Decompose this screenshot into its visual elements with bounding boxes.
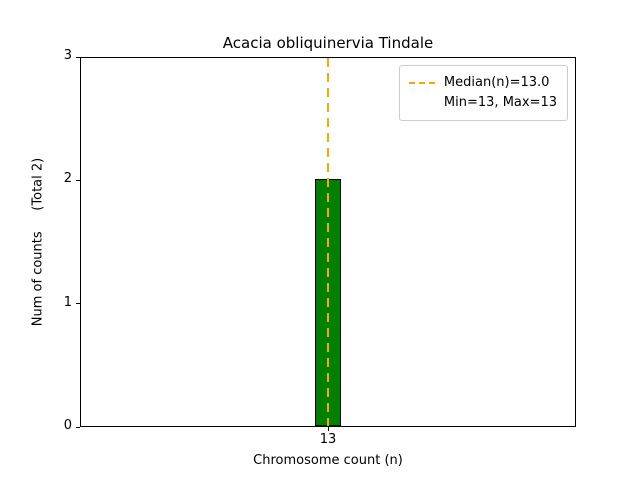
y-tick-mark xyxy=(76,426,80,428)
y-tick-label: 2 xyxy=(63,171,72,187)
y-tick-label: 3 xyxy=(63,48,72,63)
median-dashed-line-icon xyxy=(408,82,435,85)
chart-title: Acacia obliquinervia Tindale xyxy=(222,34,434,52)
legend-row-median: Median(n)=13.0 xyxy=(408,73,557,93)
plot-area: Median(n)=13.0 Min=13, Max=13 xyxy=(80,57,576,427)
median-line xyxy=(327,58,329,426)
y-tick-mark xyxy=(76,56,80,58)
y-tick-mark xyxy=(76,179,80,181)
x-tick-mark xyxy=(327,427,329,431)
x-tick-label: 13 xyxy=(319,432,337,447)
y-tick-label: 1 xyxy=(63,294,72,310)
legend-label-median: Median(n)=13.0 xyxy=(443,75,550,90)
y-tick-mark xyxy=(76,303,80,305)
x-axis-label: Chromosome count (n) xyxy=(253,453,403,468)
legend: Median(n)=13.0 Min=13, Max=13 xyxy=(398,65,568,122)
legend-row-minmax: Min=13, Max=13 xyxy=(409,93,557,113)
y-tick-label: 0 xyxy=(63,418,72,433)
legend-spacer xyxy=(409,102,435,104)
legend-label-minmax: Min=13, Max=13 xyxy=(443,95,557,111)
